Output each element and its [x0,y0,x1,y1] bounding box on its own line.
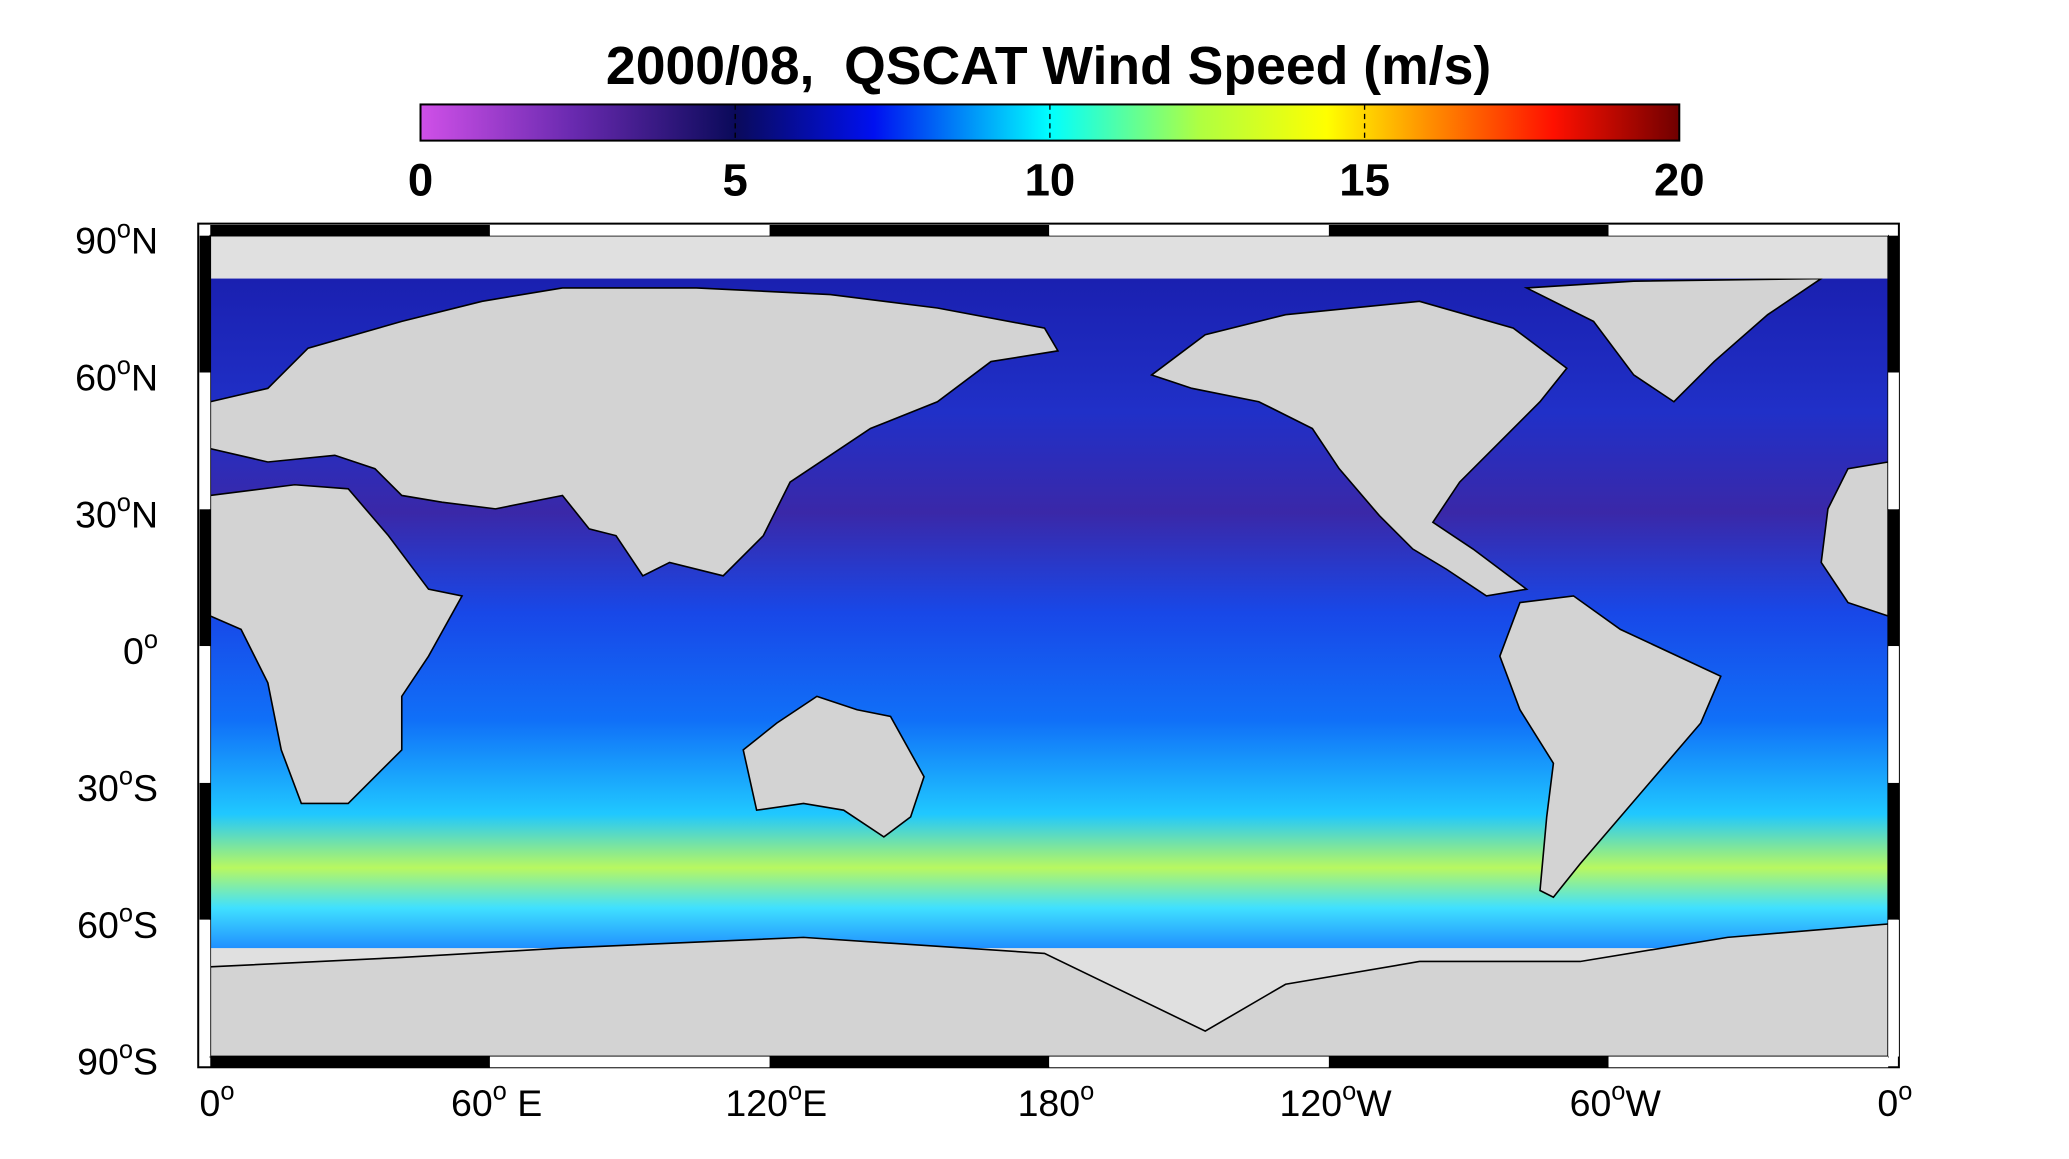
greenland [1523,277,1824,403]
arctic-mask [210,235,1889,279]
frame-segment [489,1056,770,1068]
map-area [209,235,1889,1058]
map-title: 2000/08, QSCAT Wind Speed (m/s) [606,37,1491,96]
label-suffix: N [131,493,158,535]
label-degree: o [117,352,131,380]
latitude-label: 30oN [75,489,158,536]
frame-segment [199,646,211,783]
north-america [1149,300,1568,597]
latitude-label: 60oS [77,899,158,946]
longitude-label: 120oE [725,1077,827,1124]
label-number: 180 [1018,1082,1081,1124]
australia [742,695,925,838]
label-number: 30 [77,767,119,809]
frame-segment [210,1056,490,1068]
label-number: 0 [123,630,144,672]
longitude-label: 0o [199,1077,234,1124]
label-suffix: E [507,1082,542,1124]
label-suffix: S [133,1040,158,1082]
frame-segment [1888,646,1899,783]
longitude-label: 180o [1018,1077,1095,1124]
label-degree: o [119,899,133,927]
frame-segment [769,224,1050,236]
frame-segment [1888,509,1899,647]
frame-segment [199,509,211,647]
label-number: 90 [75,220,117,262]
label-degree: o [144,625,158,653]
label-degree: o [493,1077,507,1105]
label-number: 60 [1570,1082,1612,1124]
label-suffix: E [802,1082,827,1124]
frame-segment [1888,372,1899,510]
latitude-label: 90oS [77,1036,158,1083]
colorbar-tick-label: 5 [723,154,748,205]
frame-segment [199,782,211,920]
label-suffix: N [131,220,158,262]
frame-segment [1328,1056,1609,1068]
label-number: 0 [1877,1082,1898,1124]
label-degree: o [788,1077,802,1105]
latitude-label: 60oN [75,352,158,399]
label-degree: o [1611,1077,1625,1105]
frame-segment [1608,1056,1889,1068]
label-degree: o [220,1077,234,1105]
label-number: 60 [77,904,119,946]
label-suffix: S [133,767,158,809]
label-degree: o [1080,1077,1094,1105]
label-number: 60 [75,356,117,398]
label-suffix: W [1625,1082,1661,1124]
longitude-label: 0o [1877,1077,1912,1124]
frame-segment [1888,235,1899,373]
colorbar-tick-label: 10 [1025,154,1076,205]
label-degree: o [1342,1077,1356,1105]
label-suffix: S [133,904,158,946]
africa [209,483,464,805]
frame-segment [769,1056,1050,1068]
label-number: 120 [1280,1082,1343,1124]
label-number: 60 [451,1082,493,1124]
frame-segment [489,224,770,236]
label-number: 90 [77,1040,119,1082]
label-suffix: W [1356,1082,1392,1124]
label-degree: o [119,1036,133,1064]
frame-segment [199,235,211,373]
frame-segment [1888,782,1899,920]
eurasia [209,287,1060,577]
latitude-label: 0o [123,625,158,672]
longitude-label: 60oW [1570,1077,1662,1124]
south-america [1498,595,1722,899]
latitude-label: 30oS [77,762,158,809]
longitude-label: 60o E [451,1077,542,1124]
frame-segment [1049,1056,1329,1068]
label-degree: o [119,762,133,790]
label-number: 30 [75,493,117,535]
frame-segment [1608,224,1889,236]
latitude-label: 90oN [75,215,158,262]
frame-segment [199,919,211,1057]
label-degree: o [117,489,131,517]
colorbar-tick-label: 15 [1339,154,1390,205]
frame-segment [1888,919,1899,1057]
frame-segment [1328,224,1609,236]
frame-segment [199,372,211,510]
label-degree: o [1898,1077,1912,1105]
label-suffix: N [131,356,158,398]
colorbar-tick-label: 0 [408,154,433,205]
label-number: 120 [725,1082,788,1124]
map-frame [197,222,1900,1069]
longitude-label: 120oW [1280,1077,1393,1124]
frame-segment [1049,224,1329,236]
frame-segment [210,224,490,236]
colorbar-tick-label: 20 [1654,154,1705,205]
label-degree: o [117,215,131,243]
label-number: 0 [199,1082,220,1124]
